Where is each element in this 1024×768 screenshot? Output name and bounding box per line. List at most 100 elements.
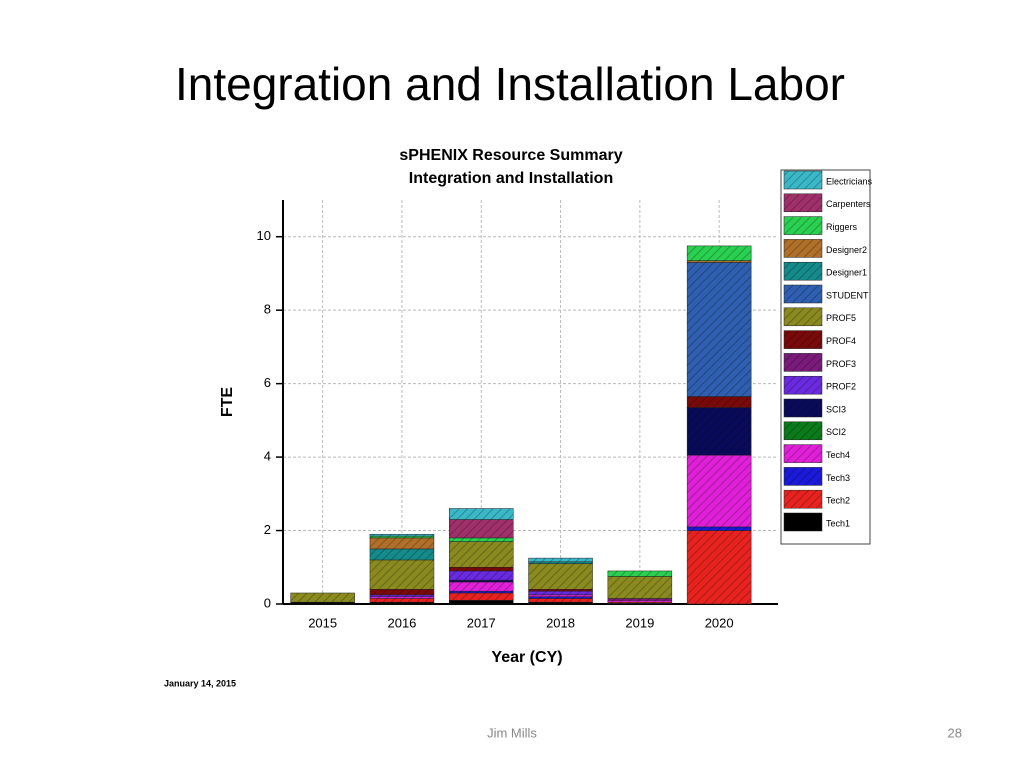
legend-label: PROF4 [826, 336, 856, 346]
footer: Jim Mills [487, 725, 537, 740]
legend-hatch [784, 421, 822, 440]
bar-hatch [449, 570, 514, 581]
legend-label: Electricians [826, 176, 873, 186]
page-number: 28 [948, 725, 962, 740]
legend-label: Carpenters [826, 199, 871, 209]
bar-hatch [449, 591, 514, 593]
chart-subtitle: Integration and Installation [409, 170, 613, 187]
x-tick-label: 2019 [625, 615, 654, 630]
bar-hatch [607, 570, 672, 577]
bar-hatch [687, 262, 752, 397]
bar-hatch [369, 594, 434, 597]
legend-hatch [784, 353, 822, 372]
x-tick-label: 2017 [467, 615, 496, 630]
legend-label: PROF2 [826, 382, 856, 392]
y-tick-label: 4 [264, 449, 271, 464]
chart-title: sPHENIX Resource Summary [399, 147, 622, 164]
legend-label: SCI3 [826, 404, 846, 414]
legend-label: STUDENT [826, 290, 869, 300]
bar-hatch [290, 602, 355, 604]
bar-hatch [449, 600, 514, 604]
bar-hatch [528, 558, 593, 562]
bar-hatch [449, 592, 514, 601]
legend-label: Tech2 [826, 496, 850, 506]
x-tick-label: 2016 [387, 615, 416, 630]
y-tick-label: 6 [264, 375, 271, 390]
bar-hatch [369, 602, 434, 604]
bar-hatch [449, 537, 514, 542]
legend-label: Tech4 [826, 450, 850, 460]
legend-hatch [784, 239, 822, 258]
x-axis-label: Year (CY) [491, 649, 562, 666]
legend-label: Designer2 [826, 245, 867, 255]
x-tick-label: 2015 [308, 615, 337, 630]
legend-label: Designer1 [826, 268, 867, 278]
bar-hatch [369, 536, 434, 538]
legend-hatch [784, 490, 822, 509]
bar-hatch [528, 591, 593, 595]
y-axis-label: FTE [219, 387, 236, 418]
bar-hatch [687, 455, 752, 527]
bar-hatch [369, 596, 434, 599]
legend-hatch [784, 307, 822, 326]
legend-hatch [784, 513, 822, 531]
legend-label: PROF5 [826, 313, 856, 323]
y-tick-label: 2 [264, 522, 271, 537]
bar-hatch [369, 534, 434, 537]
legend-label: PROF3 [826, 359, 856, 369]
bar-hatch [369, 559, 434, 590]
bar-hatch [687, 396, 752, 408]
bar-hatch [528, 594, 593, 597]
legend-hatch [784, 376, 822, 395]
bar-hatch [449, 541, 514, 568]
y-tick-label: 10 [257, 228, 271, 243]
bar-hatch [528, 596, 593, 599]
bar-hatch [369, 537, 434, 549]
legend-hatch [784, 444, 822, 463]
bar-hatch [528, 602, 593, 604]
x-tick-label: 2018 [546, 615, 575, 630]
y-tick-label: 8 [264, 302, 271, 317]
legend-hatch [784, 262, 822, 281]
bar-hatch [290, 592, 355, 603]
legend-hatch [784, 216, 822, 235]
bar-hatch [528, 561, 593, 564]
bar-hatch [528, 563, 593, 590]
bar-hatch [449, 519, 514, 538]
bar-hatch [449, 508, 514, 520]
bar-hatch [687, 530, 752, 604]
bar-hatch [369, 548, 434, 560]
legend-hatch [784, 467, 822, 486]
bar-hatch [607, 576, 672, 599]
bar-hatch [687, 407, 752, 456]
legend-hatch [784, 171, 822, 189]
bar-hatch [528, 589, 593, 592]
legend-hatch [784, 285, 822, 303]
bar-hatch [607, 600, 672, 603]
legend-hatch [784, 399, 822, 417]
bar-hatch [607, 598, 672, 601]
legend-hatch [784, 330, 822, 349]
bar-hatch [449, 580, 514, 582]
bar-hatch [687, 260, 752, 263]
date-note: January 14, 2015 [164, 678, 236, 688]
slide-title: Integration and Installation Labor [175, 58, 845, 110]
legend-label: Tech1 [826, 518, 850, 528]
y-tick-label: 0 [264, 595, 271, 610]
bar-hatch [449, 581, 514, 592]
bar-hatch [687, 526, 752, 531]
bar-hatch [687, 245, 752, 261]
legend-hatch [784, 193, 822, 212]
bar-hatch [369, 589, 434, 595]
legend-label: Riggers [826, 222, 858, 232]
x-tick-label: 2020 [705, 615, 734, 630]
bar-hatch [607, 602, 672, 604]
bar-hatch [528, 598, 593, 603]
bar-hatch [449, 567, 514, 571]
legend-label: Tech3 [826, 473, 850, 483]
bar-hatch [369, 598, 434, 603]
bar-hatch [607, 603, 672, 604]
legend-label: SCI2 [826, 427, 846, 437]
